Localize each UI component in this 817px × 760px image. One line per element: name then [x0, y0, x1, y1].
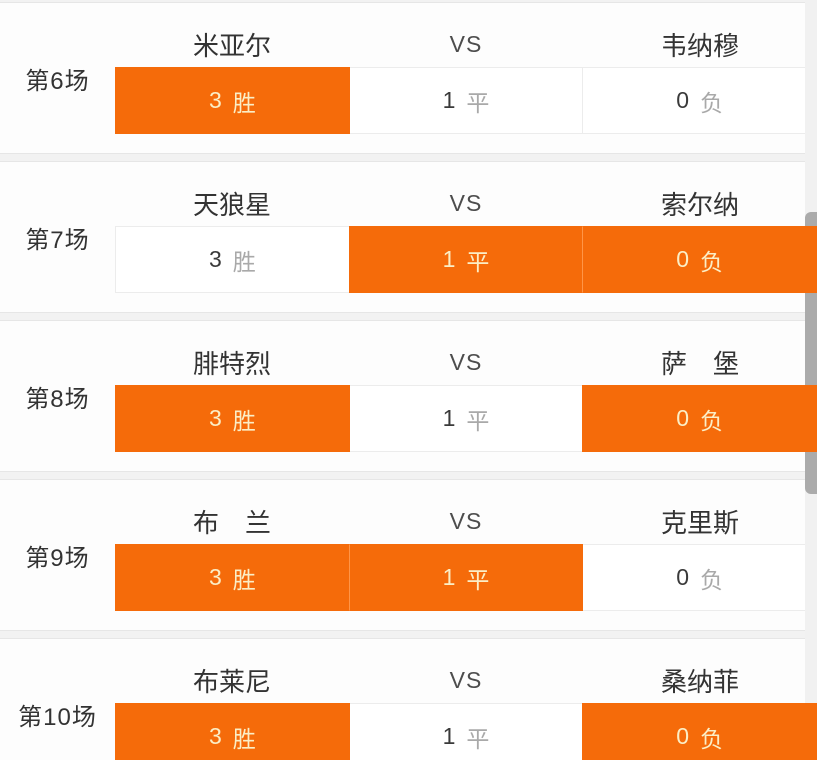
match-label-column: 第10场: [0, 658, 115, 760]
option-odds-value: 3: [208, 87, 222, 113]
match-label: 第9场: [25, 544, 90, 572]
away-team-name: 索尔纳: [660, 190, 739, 220]
option-odds-value: 3: [208, 246, 222, 272]
match-row-6: 第6场 米亚尔 VS 韦纳穆 3 胜 1 平 0 负: [0, 2, 817, 154]
option-outcome-label: 平: [466, 407, 490, 434]
home-team-name: 天狼星: [192, 190, 271, 220]
option-odds-value: 3: [208, 723, 222, 749]
match-label-column: 第8场: [0, 340, 115, 452]
bet-options: 3 胜 1 平 0 负: [115, 544, 817, 611]
vs-label: VS: [449, 190, 483, 216]
option-odds-value: 1: [442, 564, 456, 590]
option-outcome-label: 胜: [232, 407, 256, 434]
option-win[interactable]: 3 胜: [115, 226, 350, 293]
match-content: 布莱尼 VS 桑纳菲 3 胜 1 平 0 负: [115, 658, 817, 760]
option-lose[interactable]: 0 负: [582, 703, 817, 760]
teams-header: 布莱尼 VS 桑纳菲: [115, 658, 817, 703]
option-lose[interactable]: 0 负: [582, 226, 817, 293]
option-draw[interactable]: 1 平: [348, 226, 584, 293]
option-outcome-label: 负: [700, 407, 724, 434]
match-label: 第6场: [25, 67, 90, 95]
bet-options: 3 胜 1 平 0 负: [115, 67, 817, 134]
option-outcome-label: 胜: [232, 248, 256, 275]
option-outcome-label: 负: [700, 248, 724, 275]
option-odds-value: 0: [676, 246, 690, 272]
option-odds-value: 0: [676, 564, 690, 590]
option-outcome-label: 负: [700, 89, 724, 116]
home-team-name: 布 兰: [192, 508, 271, 538]
away-team-name: 克里斯: [660, 508, 739, 538]
away-team-name: 韦纳穆: [660, 31, 739, 61]
home-team-name: 布莱尼: [192, 667, 271, 697]
match-label: 第7场: [25, 226, 90, 254]
vs-label: VS: [449, 349, 483, 375]
option-outcome-label: 平: [466, 725, 490, 752]
option-outcome-label: 胜: [232, 566, 256, 593]
option-odds-value: 0: [676, 405, 690, 431]
teams-header: 米亚尔 VS 韦纳穆: [115, 22, 817, 67]
option-draw[interactable]: 1 平: [348, 67, 584, 134]
match-row-9: 第9场 布 兰 VS 克里斯 3 胜 1 平 0 负: [0, 479, 817, 631]
match-content: 布 兰 VS 克里斯 3 胜 1 平 0 负: [115, 499, 817, 611]
option-odds-value: 1: [442, 87, 456, 113]
option-outcome-label: 负: [700, 566, 724, 593]
bet-options: 3 胜 1 平 0 负: [115, 226, 817, 293]
option-win[interactable]: 3 胜: [115, 544, 350, 611]
home-team-name: 腓特烈: [192, 349, 271, 379]
option-odds-value: 1: [442, 246, 456, 272]
option-odds-value: 0: [676, 87, 690, 113]
option-win[interactable]: 3 胜: [115, 703, 350, 760]
option-odds-value: 1: [442, 405, 456, 431]
option-win[interactable]: 3 胜: [115, 385, 350, 452]
option-outcome-label: 平: [466, 566, 490, 593]
match-label-column: 第7场: [0, 181, 115, 293]
vs-label: VS: [449, 667, 483, 693]
option-outcome-label: 平: [466, 248, 490, 275]
option-draw[interactable]: 1 平: [348, 703, 584, 760]
home-team-name: 米亚尔: [192, 31, 271, 61]
away-team-name: 萨 堡: [660, 349, 739, 379]
teams-header: 天狼星 VS 索尔纳: [115, 181, 817, 226]
option-odds-value: 1: [442, 723, 456, 749]
option-outcome-label: 平: [466, 89, 490, 116]
bet-options: 3 胜 1 平 0 负: [115, 385, 817, 452]
option-lose[interactable]: 0 负: [582, 67, 817, 134]
option-win[interactable]: 3 胜: [115, 67, 350, 134]
match-row-10: 第10场 布莱尼 VS 桑纳菲 3 胜 1 平 0 负: [0, 638, 817, 760]
option-odds-value: 0: [676, 723, 690, 749]
match-row-8: 第8场 腓特烈 VS 萨 堡 3 胜 1 平 0 负: [0, 320, 817, 472]
match-label-column: 第6场: [0, 22, 115, 134]
match-content: 米亚尔 VS 韦纳穆 3 胜 1 平 0 负: [115, 22, 817, 134]
option-draw[interactable]: 1 平: [348, 385, 584, 452]
teams-header: 腓特烈 VS 萨 堡: [115, 340, 817, 385]
option-outcome-label: 胜: [232, 89, 256, 116]
vs-label: VS: [449, 508, 483, 534]
option-outcome-label: 胜: [232, 725, 256, 752]
option-outcome-label: 负: [700, 725, 724, 752]
option-lose[interactable]: 0 负: [582, 544, 817, 611]
match-label-column: 第9场: [0, 499, 115, 611]
scrollbar-track[interactable]: [805, 0, 817, 760]
match-content: 腓特烈 VS 萨 堡 3 胜 1 平 0 负: [115, 340, 817, 452]
bet-options: 3 胜 1 平 0 负: [115, 703, 817, 760]
option-lose[interactable]: 0 负: [582, 385, 817, 452]
option-odds-value: 3: [208, 564, 222, 590]
option-odds-value: 3: [208, 405, 222, 431]
match-label: 第10场: [18, 703, 97, 731]
away-team-name: 桑纳菲: [660, 667, 739, 697]
option-draw[interactable]: 1 平: [348, 544, 584, 611]
match-content: 天狼星 VS 索尔纳 3 胜 1 平 0 负: [115, 181, 817, 293]
match-row-7: 第7场 天狼星 VS 索尔纳 3 胜 1 平 0 负: [0, 161, 817, 313]
teams-header: 布 兰 VS 克里斯: [115, 499, 817, 544]
vs-label: VS: [449, 31, 483, 57]
match-label: 第8场: [25, 385, 90, 413]
